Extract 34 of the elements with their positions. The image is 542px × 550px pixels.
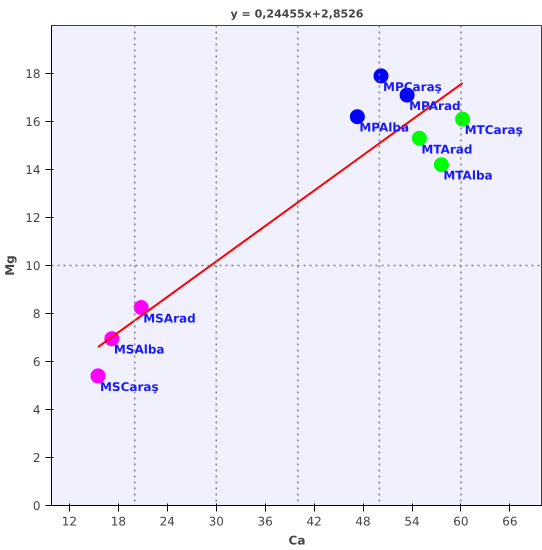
point bbox=[90, 368, 106, 384]
point bbox=[412, 130, 427, 146]
x-tick-label: 36 bbox=[258, 514, 273, 528]
x-tick-label: 12 bbox=[62, 514, 78, 528]
annotation: MSCaraş bbox=[100, 380, 159, 394]
y-tick-label: 16 bbox=[25, 115, 41, 129]
x-tick-label: 66 bbox=[502, 514, 518, 528]
x-tick-label: 60 bbox=[453, 514, 469, 528]
y-tick-label: 14 bbox=[25, 163, 41, 177]
annotation: MTCaraş bbox=[464, 123, 523, 138]
y-tick-label: 2 bbox=[32, 451, 41, 465]
point bbox=[134, 300, 149, 315]
annotation: MSArad bbox=[143, 312, 196, 326]
annotation: MSAlba bbox=[114, 342, 165, 357]
x-tick-label: 24 bbox=[160, 514, 175, 528]
x-tick-label: 30 bbox=[208, 514, 224, 528]
y-tick-label: 10 bbox=[25, 259, 41, 273]
y-tick-label: 18 bbox=[25, 67, 41, 81]
annotation: MTAlba bbox=[443, 168, 493, 183]
point bbox=[455, 112, 470, 127]
y-tick-label: 8 bbox=[32, 307, 41, 321]
y-tick-label: 0 bbox=[32, 499, 41, 513]
point bbox=[374, 68, 389, 84]
x-tick-label: 42 bbox=[306, 514, 322, 528]
x-axis-title: Ca bbox=[288, 534, 306, 548]
y-tick-label: 4 bbox=[32, 403, 41, 417]
annotation: MTArad bbox=[421, 142, 472, 156]
y-tick-label: 6 bbox=[32, 355, 41, 369]
x-tick-label: 18 bbox=[110, 514, 126, 528]
x-tick-label: 48 bbox=[355, 514, 371, 528]
y-axis-title: Mg bbox=[3, 255, 18, 276]
chart-title: y = 0,24455x+2,8526 bbox=[230, 8, 364, 20]
y-tick-label: 12 bbox=[25, 211, 41, 225]
x-tick-label: 54 bbox=[404, 514, 420, 528]
